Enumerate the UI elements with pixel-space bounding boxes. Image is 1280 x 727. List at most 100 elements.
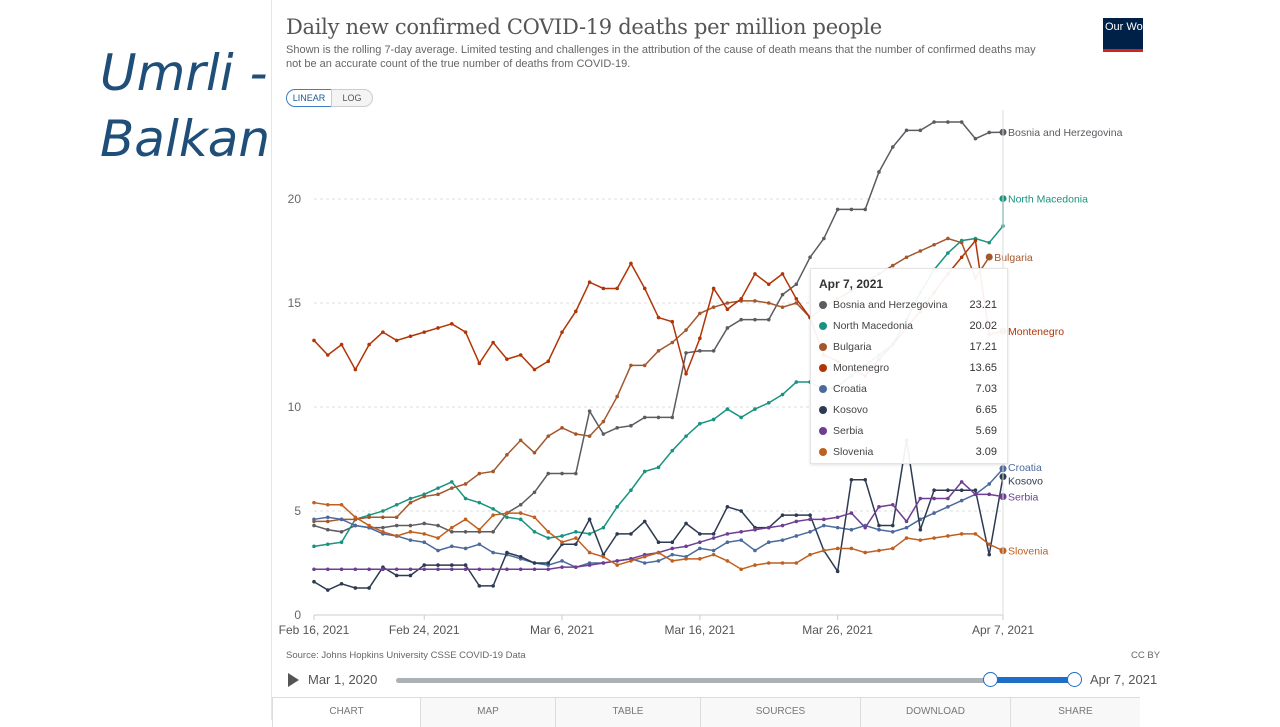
slide-title-line2: Balkan [100,110,271,168]
data-point [436,523,440,528]
data-point [463,330,468,334]
data-point [601,432,606,436]
data-point [408,334,413,339]
data-point [711,548,716,553]
data-point [505,567,509,572]
data-point [932,242,936,247]
tab-download[interactable]: DOWNLOAD [860,697,1010,727]
data-point [670,319,675,324]
timeline-start-handle[interactable] [983,672,998,687]
data-point [560,534,564,538]
data-point [436,536,440,540]
data-point [890,546,895,551]
series-label: Bulgaria [994,252,1033,264]
tooltip-series-value: 6.65 [975,404,997,416]
data-point [601,554,606,559]
data-point [863,207,867,212]
data-point [794,561,799,565]
data-point [339,342,344,347]
data-point [670,340,675,345]
data-point [863,478,867,482]
data-point [698,532,702,536]
data-point [339,530,344,534]
owid-logo[interactable]: Our World in Data [1103,18,1143,52]
data-point [574,565,578,569]
timeline-start-label: Mar 1, 2020 [308,672,378,687]
tab-sources[interactable]: SOURCES [700,697,860,727]
data-point [711,536,716,540]
tab-share[interactable]: SHARE [1010,697,1140,727]
data-point [381,525,385,530]
data-point [463,517,468,522]
data-point [450,525,454,530]
data-point [477,584,482,588]
series-color-dot [819,301,827,309]
data-point [463,567,468,572]
data-point [601,525,606,530]
data-point [959,498,964,503]
data-point [835,515,840,520]
data-point [890,530,895,534]
data-point [890,502,895,507]
tooltip-date: Apr 7, 2021 [819,277,884,291]
data-point [408,530,413,534]
data-point [904,128,909,133]
data-point [477,471,482,476]
data-point [918,249,923,253]
data-point [780,561,785,565]
timeline-end-handle[interactable] [1067,672,1082,687]
data-point [656,550,661,555]
data-point [656,315,661,320]
data-point [835,525,840,530]
data-point [491,530,495,534]
data-point [587,563,592,567]
data-point [725,326,730,330]
data-point [753,563,757,567]
data-point [491,507,495,511]
tooltip-row: Bosnia and Herzegovina 23.21 [817,297,997,313]
data-point [656,349,661,353]
timeline-selected-range[interactable] [991,677,1075,683]
data-point [739,567,743,572]
data-point [794,519,799,524]
data-point [518,517,523,522]
tab-table[interactable]: TABLE [555,697,700,727]
tooltip-series-name: Serbia [833,425,864,437]
tab-chart[interactable]: CHART [272,697,420,727]
data-point [766,282,771,287]
series-color-dot [819,385,827,393]
data-point [904,525,909,530]
tooltip-series-name: Slovenia [833,446,874,458]
data-point [987,130,992,135]
series-line [314,480,1004,570]
data-point [518,511,523,515]
data-point [367,342,371,347]
data-point [932,536,936,540]
data-point [946,505,950,509]
data-point [932,511,936,515]
tooltip-series-name: Bulgaria [833,341,872,353]
play-icon[interactable] [288,673,299,687]
data-point [546,359,551,364]
data-point [656,540,661,544]
data-point [780,513,785,517]
data-point [766,525,771,530]
data-point [629,488,633,493]
timeline-slider-track[interactable] [396,678,1076,683]
tab-map[interactable]: MAP [420,697,555,727]
data-point [780,523,785,528]
data-point [711,532,716,536]
tooltip-series-value: 13.65 [969,362,997,374]
y-tick-label: 15 [288,296,302,310]
data-point [587,434,592,438]
timeline-end-label: Apr 7, 2021 [1090,672,1158,687]
data-point [725,505,730,509]
data-point [601,419,606,424]
data-point [574,471,578,476]
source-note[interactable]: Source: Johns Hopkins University CSSE CO… [286,650,526,661]
data-point [408,523,413,528]
license-link[interactable]: CC BY [1131,650,1161,661]
data-point [987,542,992,547]
log-scale-button[interactable]: LOG [331,89,373,107]
data-point [367,586,371,590]
